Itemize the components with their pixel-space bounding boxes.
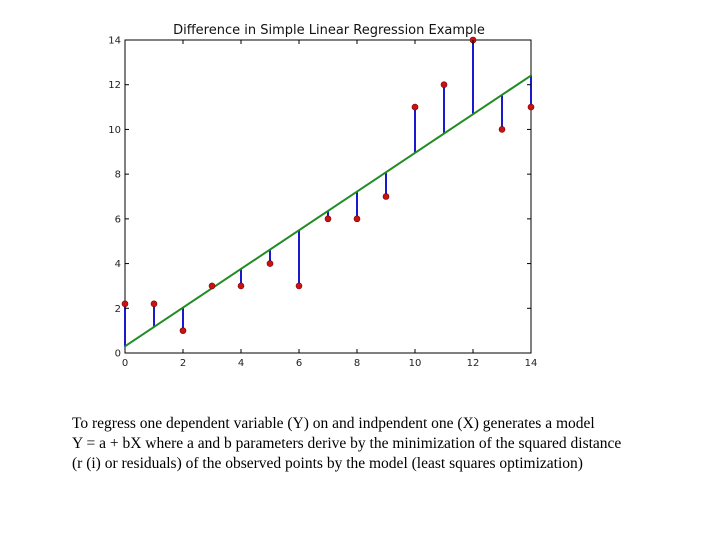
data-point — [440, 81, 448, 89]
y-tick-label: 6 — [115, 214, 121, 225]
chart-title: Difference in Simple Linear Regression E… — [173, 23, 485, 38]
data-point — [353, 215, 361, 223]
data-point — [324, 215, 332, 223]
caption-line-2: Y = a + bX where a and b parameters deri… — [72, 435, 622, 452]
x-tick-label: 10 — [409, 358, 422, 369]
y-tick-label: 10 — [108, 125, 121, 136]
regression-line — [124, 74, 532, 348]
y-tick-label: 2 — [115, 304, 121, 315]
y-tick-label: 0 — [115, 349, 121, 360]
y-axis-ticks: 0 2 4 6 8 10 12 14 — [108, 36, 531, 360]
x-tick-label: 6 — [296, 358, 302, 369]
x-tick-label: 8 — [354, 358, 360, 369]
data-point — [121, 300, 129, 308]
y-tick-label: 4 — [115, 259, 121, 270]
data-point — [266, 260, 274, 267]
residual-lines — [124, 40, 532, 347]
caption: To regress one dependent variable (Y) on… — [72, 414, 718, 474]
regression-chart: Difference in Simple Linear Regression E… — [108, 23, 538, 369]
y-tick-label: 8 — [115, 170, 121, 181]
x-axis-ticks: 0 2 4 6 8 10 12 14 — [122, 40, 538, 369]
data-point — [208, 282, 216, 290]
x-tick-label: 12 — [467, 358, 480, 369]
data-point — [498, 126, 506, 133]
data-point — [179, 327, 187, 334]
data-point — [527, 103, 535, 111]
data-point — [150, 300, 158, 308]
y-tick-label: 12 — [108, 80, 121, 91]
observed-points — [121, 36, 535, 334]
x-tick-label: 2 — [180, 358, 186, 369]
data-point — [411, 103, 419, 111]
data-point — [295, 282, 303, 290]
x-tick-label: 14 — [525, 358, 538, 369]
x-tick-label: 0 — [122, 358, 128, 369]
caption-line-3: (r (i) or residuals) of the observed poi… — [72, 455, 583, 472]
x-tick-label: 4 — [238, 358, 244, 369]
data-point — [237, 282, 245, 290]
data-point — [382, 193, 390, 200]
caption-line-1: To regress one dependent variable (Y) on… — [72, 415, 595, 432]
y-tick-label: 14 — [108, 36, 121, 47]
